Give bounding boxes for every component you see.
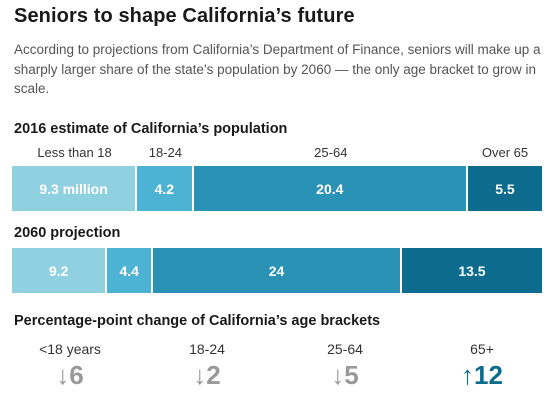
bar-segment-2060-3: 24 — [153, 248, 402, 293]
decrease-value: ↓2 — [193, 360, 221, 390]
change-item: <18 years ↓6 — [39, 341, 101, 390]
decrease-value: ↓6 — [56, 360, 84, 390]
data-label: 24 — [268, 262, 285, 279]
decrease-value: ↓5 — [331, 360, 359, 390]
data-label: 13.5 — [458, 262, 486, 279]
category-label: Less than 18 — [37, 145, 112, 160]
section-title-2060: 2060 projection — [14, 225, 121, 241]
bar-segment-2016-1: 9.3 million — [12, 166, 138, 211]
chart-title: Seniors to shape California’s future — [14, 5, 355, 27]
data-label: 5.5 — [495, 180, 515, 197]
change-label: 25-64 — [327, 341, 363, 357]
change-item: 65+ ↑12 — [461, 341, 503, 390]
change-label: 18-24 — [189, 341, 225, 357]
data-label: 4.2 — [154, 180, 175, 197]
section-title-2016: 2016 estimate of California’s population — [14, 121, 288, 137]
change-item: 25-64 ↓5 — [327, 341, 363, 390]
bar-segment-2060-4: 13.5 — [401, 248, 542, 293]
bar-segment-2016-4: 5.5 — [467, 166, 542, 211]
stacked-bar-2060: 9.2 4.4 24 13.5 — [12, 248, 542, 293]
change-label: <18 years — [39, 341, 101, 357]
increase-value: ↑12 — [461, 360, 503, 390]
section-title-change: Percentage-point change of California’s … — [14, 313, 381, 329]
data-label: 20.4 — [316, 180, 344, 197]
bar-segment-2016-3: 20.4 — [193, 166, 468, 211]
change-item: 18-24 ↓2 — [189, 341, 225, 390]
stacked-bar-2016: 9.3 million 4.2 20.4 5.5 — [12, 166, 542, 211]
intro-text: According to projections from California… — [14, 42, 541, 96]
category-labels: Less than 18 18-24 25-64 Over 65 — [12, 145, 542, 161]
bar-segment-2016-2: 4.2 — [137, 166, 194, 211]
bar-segment-2060-2: 4.4 — [107, 248, 154, 293]
category-label: 25-64 — [314, 145, 348, 160]
category-label: 18-24 — [148, 145, 182, 160]
data-label: 9.3 million — [39, 180, 108, 197]
bar-segment-2060-1: 9.2 — [12, 248, 108, 293]
data-label: 4.4 — [119, 262, 139, 279]
category-label: Over 65 — [481, 145, 529, 160]
change-indicators: <18 years ↓6 18-24 ↓2 25-64 ↓5 65+ ↑12 — [0, 341, 553, 399]
change-label: 65+ — [470, 341, 494, 357]
data-label: 9.2 — [48, 262, 69, 279]
